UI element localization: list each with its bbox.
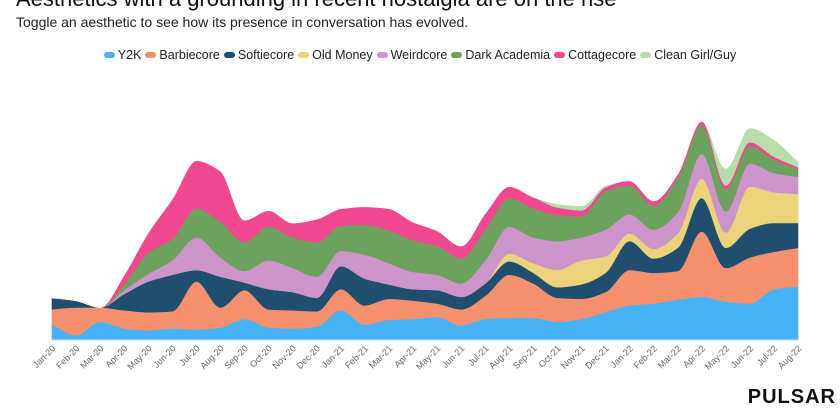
x-tick-label: May-20	[125, 343, 153, 371]
legend-item-old-money[interactable]: Old Money	[298, 48, 373, 62]
legend-item-y2k[interactable]: Y2K	[103, 48, 142, 62]
area-top-outline	[51, 120, 799, 308]
legend-swatch	[145, 52, 157, 58]
legend-swatch	[640, 52, 652, 58]
x-tick-label: Aug-20	[198, 343, 226, 371]
x-tick-label: Feb-21	[343, 343, 370, 370]
legend-item-barbiecore[interactable]: Barbiecore	[145, 48, 220, 62]
x-tick-label: Aug-22	[776, 343, 804, 371]
x-tick-label: Oct-21	[537, 343, 563, 369]
x-tick-label: Jun-22	[729, 343, 756, 370]
legend-label: Y2K	[117, 48, 142, 62]
legend-item-clean-girl-guy[interactable]: Clean Girl/Guy	[640, 48, 736, 62]
legend-item-dark-academia[interactable]: Dark Academia	[451, 48, 550, 62]
legend-item-cottagecore[interactable]: Cottagecore	[554, 48, 636, 62]
pulsar-logo: PULSAR	[747, 386, 836, 408]
x-tick-label: Feb-22	[632, 343, 659, 370]
x-tick-label: Mar-20	[78, 343, 105, 370]
x-tick-label: Nov-20	[270, 343, 298, 371]
legend-swatch	[376, 52, 388, 58]
legend-swatch	[223, 52, 235, 58]
x-tick-label: Aug-21	[487, 343, 515, 371]
chart-legend: Y2K Barbiecore Softiecore Old Money Weirdcor…	[0, 48, 840, 62]
x-tick-label: May-21	[414, 343, 442, 371]
legend-label: Clean Girl/Guy	[654, 48, 737, 62]
legend-item-softiecore[interactable]: Softiecore	[223, 48, 295, 62]
legend-item-weirdcore[interactable]: Weirdcore	[376, 48, 448, 62]
x-tick-label: Nov-21	[559, 343, 587, 371]
x-tick-label: Jan-20	[31, 343, 58, 370]
x-tick-label: Sep-20	[222, 343, 250, 371]
x-tick-label: Sep-21	[511, 343, 539, 371]
x-tick-label: Dec-20	[295, 343, 323, 371]
x-tick-label: Oct-20	[248, 343, 274, 369]
x-tick-label: Jan-21	[320, 343, 347, 370]
legend-swatch	[103, 52, 115, 58]
x-tick-label: Mar-21	[367, 343, 394, 370]
x-tick-label: Mar-22	[656, 343, 683, 370]
legend-label: Cottagecore	[568, 48, 637, 62]
legend-swatch	[554, 52, 566, 58]
x-tick-label: Jun-20	[151, 343, 178, 370]
legend-swatch	[451, 52, 463, 58]
x-tick-label: May-22	[703, 343, 731, 371]
legend-label: Old Money	[312, 48, 373, 62]
legend-swatch	[298, 52, 310, 58]
area-series-group	[51, 120, 799, 341]
legend-label: Weirdcore	[390, 48, 448, 62]
chart-subtitle: Toggle an aesthetic to see how its prese…	[16, 14, 469, 30]
legend-label: Dark Academia	[465, 48, 551, 62]
x-tick-label: Jun-21	[440, 343, 467, 370]
x-tick-label: Jan-22	[608, 343, 635, 370]
x-tick-label: Feb-20	[54, 343, 81, 370]
legend-label: Softiecore	[237, 48, 295, 62]
chart-title: Aesthetics with a grounding in recent no…	[16, 0, 616, 12]
x-tick-label: Dec-21	[583, 343, 611, 371]
legend-label: Barbiecore	[159, 48, 220, 62]
